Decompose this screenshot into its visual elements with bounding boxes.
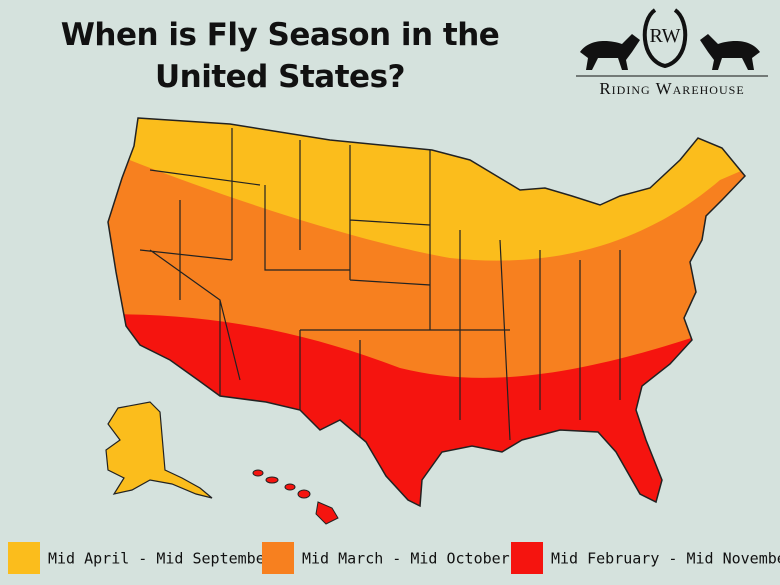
legend-label: Mid February - Mid November: [551, 550, 780, 568]
season-zone: [108, 314, 745, 506]
hawaii: [252, 469, 339, 525]
legend-swatch: [511, 542, 543, 574]
legend: Mid April - Mid September Mid March - Mid…: [8, 542, 780, 574]
state-lines: [139, 128, 621, 441]
us-outline: [107, 117, 747, 508]
alaska: [105, 401, 213, 499]
horse-left: [580, 34, 640, 70]
legend-swatch: [262, 542, 294, 574]
legend-label: Mid April - Mid September: [48, 550, 274, 568]
legend-label: Mid March - Mid October: [302, 550, 510, 568]
horseshoe: [642, 8, 688, 69]
legend-swatch: [8, 542, 40, 574]
title: When is Fly Season in the United States?: [60, 17, 500, 95]
logo: RW Riding Warehouse: [576, 8, 768, 98]
horse-right: [700, 34, 760, 70]
logo-monogram: RW: [649, 25, 680, 47]
logo-name: Riding Warehouse: [599, 79, 744, 98]
